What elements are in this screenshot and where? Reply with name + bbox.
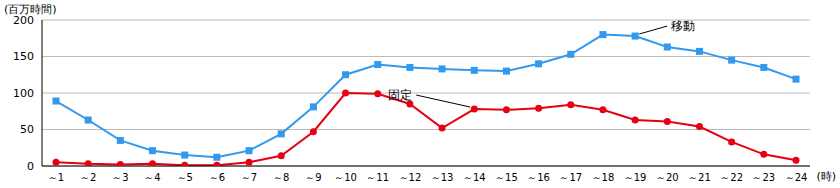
svg-text:～19: ～19 (624, 172, 647, 183)
html-text:(時): (時) (816, 170, 836, 183)
svg-text:～5: ～5 (177, 172, 193, 183)
svg-text:～10: ～10 (334, 172, 357, 183)
svg-text:～4: ～4 (144, 172, 160, 183)
svg-text:0: 0 (27, 160, 34, 173)
html-text:(百万時間): (百万時間) (4, 3, 57, 16)
svg-text:～24: ～24 (785, 172, 808, 183)
svg-text:移動: 移動 (671, 19, 695, 33)
svg-text:～23: ～23 (752, 172, 775, 183)
svg-text:～15: ～15 (495, 172, 518, 183)
svg-text:～20: ～20 (656, 172, 679, 183)
svg-text:150: 150 (13, 50, 34, 63)
svg-text:～2: ～2 (80, 172, 96, 183)
svg-text:～12: ～12 (399, 172, 422, 183)
svg-text:～7: ～7 (241, 172, 257, 183)
svg-text:～3: ～3 (112, 172, 128, 183)
svg-text:～6: ～6 (209, 172, 225, 183)
svg-text:～11: ～11 (366, 172, 389, 183)
svg-text:～13: ～13 (431, 172, 454, 183)
svg-text:～18: ～18 (592, 172, 615, 183)
svg-text:～14: ～14 (463, 172, 486, 183)
svg-text:～9: ～9 (305, 172, 321, 183)
svg-text:～22: ～22 (720, 172, 743, 183)
svg-text:固定: 固定 (388, 88, 412, 102)
svg-text:～8: ～8 (273, 172, 289, 183)
svg-text:200: 200 (13, 14, 34, 27)
svg-text:～17: ～17 (559, 172, 582, 183)
svg-text:100: 100 (13, 87, 34, 100)
svg-text:～16: ～16 (527, 172, 550, 183)
svg-text:～1: ～1 (48, 172, 64, 183)
svg-text:50: 50 (20, 123, 34, 136)
svg-text:～21: ～21 (688, 172, 711, 183)
